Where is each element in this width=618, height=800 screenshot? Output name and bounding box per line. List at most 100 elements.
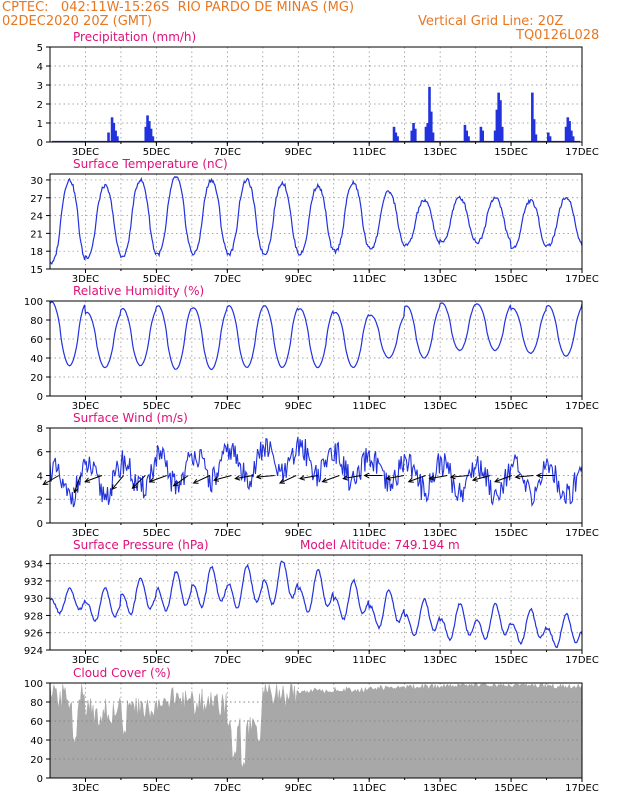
panel-title: Cloud Cover (%) — [73, 666, 171, 680]
panel-title: Precipitation (mm/h) — [73, 30, 196, 44]
precip-bar — [481, 130, 484, 142]
wind-arrow-shaft — [322, 475, 340, 483]
y-tick-label: 928 — [24, 611, 43, 622]
wind-arrow-head — [234, 475, 241, 481]
header-station-line: CPTEC: 042:11W-15:26S RIO PARDO DE MINAS… — [2, 0, 355, 15]
precip-bar — [463, 124, 467, 142]
wind-arrow-head — [42, 480, 49, 486]
wind-arrow-head — [298, 475, 305, 481]
precip-bar — [414, 128, 417, 142]
panel-4 — [46, 555, 583, 654]
x-tick-label: 11DEC — [352, 655, 386, 666]
x-tick-label: 3DEC — [72, 528, 99, 539]
precip-bar — [566, 117, 570, 142]
precip-bar — [394, 132, 398, 142]
y-tick-label: 4 — [37, 62, 43, 73]
x-tick-label: 11DEC — [352, 274, 386, 285]
plot-frame — [49, 300, 583, 397]
precip-bar — [465, 130, 469, 142]
precip-bar — [429, 111, 433, 142]
wind-arrow-head — [111, 484, 117, 491]
wind-arrow-shaft — [149, 475, 167, 483]
x-tick-label: 13DEC — [423, 528, 457, 539]
x-tick-label: 5DEC — [143, 274, 170, 285]
y-tick-label: 2 — [37, 495, 43, 506]
wind-speed-line — [49, 436, 583, 508]
x-tick-label: 3DEC — [72, 783, 99, 794]
x-tick-label: 13DEC — [423, 655, 457, 666]
precip-bar — [424, 126, 428, 142]
temperature-line — [49, 175, 583, 265]
x-tick-label: 13DEC — [423, 274, 457, 285]
x-tick-label: 17DEC — [565, 528, 599, 539]
wind-arrow-head — [192, 478, 199, 484]
y-tick-label: 80 — [30, 316, 43, 327]
humidity-line — [49, 300, 583, 371]
precip-bar — [570, 130, 573, 142]
panel-2 — [46, 300, 583, 400]
wind-arrow-head — [407, 477, 414, 483]
x-tick-label: 11DEC — [352, 401, 386, 412]
x-tick-label: 15DEC — [494, 401, 528, 412]
panel-5 — [46, 682, 583, 782]
precip-bar — [495, 109, 499, 142]
y-tick-label: 924 — [24, 646, 43, 657]
precip-bar — [547, 132, 550, 142]
header-model-id: TQ0126L028 — [516, 28, 600, 43]
y-tick-label: 100 — [24, 679, 43, 690]
precip-bar — [107, 132, 110, 142]
wind-arrow-shaft — [193, 475, 211, 484]
wind-arrow-head — [73, 487, 79, 494]
precip-bar — [110, 117, 114, 142]
precip-bar — [426, 123, 430, 142]
wind-arrow-head — [278, 478, 285, 484]
wind-arrow-head — [255, 473, 262, 480]
panel-3 — [42, 427, 583, 527]
y-tick-label: 40 — [30, 736, 43, 747]
wind-arrow-head — [514, 473, 521, 480]
y-tick-label: 0 — [37, 138, 43, 149]
wind-arrow-head — [321, 477, 328, 483]
plot-frame — [49, 173, 583, 270]
x-tick-label: 11DEC — [352, 147, 386, 158]
x-tick-label: 5DEC — [143, 783, 170, 794]
wind-arrow-shaft — [213, 475, 232, 481]
y-tick-label: 4 — [37, 472, 43, 483]
y-tick-label: 30 — [30, 176, 43, 187]
y-tick-label: 5 — [37, 43, 43, 54]
x-tick-label: 7DEC — [214, 655, 241, 666]
wind-arrow-shaft — [279, 475, 297, 484]
precip-bar — [149, 128, 153, 142]
x-tick-label: 3DEC — [72, 274, 99, 285]
x-tick-label: 5DEC — [143, 528, 170, 539]
x-tick-label: 15DEC — [494, 274, 528, 285]
x-tick-label: 9DEC — [285, 274, 312, 285]
precip-bar — [548, 136, 552, 142]
plot-frame — [49, 46, 583, 143]
y-tick-label: 6 — [37, 448, 43, 459]
x-tick-label: 17DEC — [565, 401, 599, 412]
plot-frame — [49, 682, 583, 779]
x-tick-label: 7DEC — [214, 528, 241, 539]
panel-0 — [46, 46, 583, 146]
wind-arrow-shaft — [515, 475, 534, 478]
wind-arrow-shaft — [450, 475, 469, 478]
x-tick-label: 7DEC — [214, 783, 241, 794]
precip-bar — [564, 126, 568, 142]
precip-bar — [144, 126, 148, 142]
x-tick-label: 15DEC — [494, 528, 528, 539]
header-grid-line-note: Vertical Grid Line: 20Z — [418, 14, 564, 29]
x-tick-label: 9DEC — [285, 783, 312, 794]
wind-arrow-head — [493, 477, 501, 483]
precip-bar — [479, 126, 483, 142]
x-tick-label: 7DEC — [214, 147, 241, 158]
x-tick-label: 5DEC — [143, 655, 170, 666]
precip-bar — [531, 92, 534, 142]
x-tick-label: 9DEC — [285, 401, 312, 412]
x-tick-label: 13DEC — [423, 401, 457, 412]
wind-arrow-shaft — [173, 475, 189, 487]
y-tick-label: 15 — [30, 265, 43, 276]
precip-bar — [534, 134, 538, 142]
y-tick-label: 934 — [24, 560, 43, 571]
header-date-line: 02DEC2020 20Z (GMT) — [2, 14, 153, 29]
